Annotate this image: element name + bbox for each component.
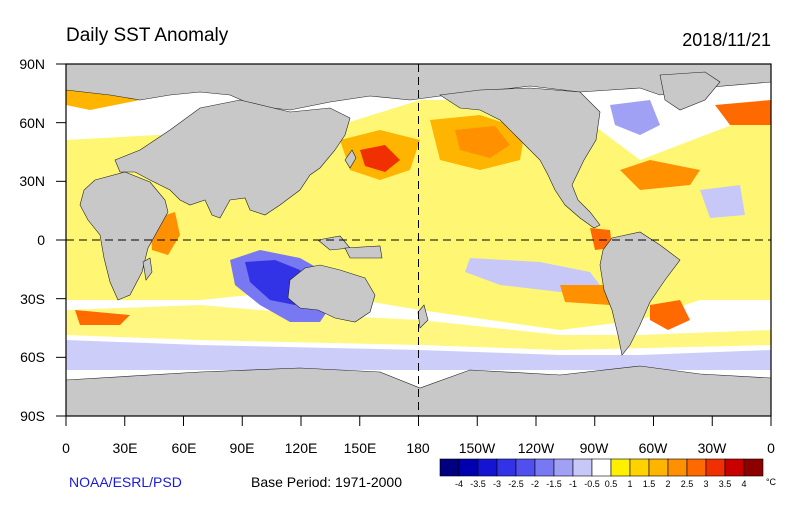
date-label: 2018/11/21 <box>682 30 771 50</box>
colorbar-box <box>667 458 688 477</box>
southeast-pacific-cool-patch <box>465 258 600 292</box>
colorbar-unit: °C <box>766 477 777 487</box>
north-pacific-hot-core <box>455 126 510 158</box>
colorbar-box <box>648 458 669 477</box>
colorbar-box <box>477 458 498 477</box>
kuroshio-hot-core <box>360 145 400 172</box>
lon-label-30w: 30W <box>698 440 728 456</box>
colorbar-box <box>515 458 536 477</box>
colorbar-tick-label: 4 <box>741 479 746 489</box>
colorbar-box <box>629 458 650 477</box>
lon-label-150e: 150E <box>344 440 377 456</box>
map-area <box>66 64 771 416</box>
figure-title: Daily SST Anomaly <box>66 25 229 46</box>
lon-label-150w: 150W <box>459 440 496 456</box>
lon-label-90e: 90E <box>230 440 255 456</box>
colorbar-box <box>553 458 574 477</box>
lon-label-0: 0 <box>62 440 70 456</box>
colorbar-box <box>686 458 707 477</box>
lat-label-60n: 60N <box>19 115 45 131</box>
greenland <box>659 71 721 111</box>
colorbar-box <box>591 458 612 477</box>
colorbar-tick-label: -3.5 <box>470 479 486 489</box>
base-period-label: Base Period: 1971-2000 <box>251 474 402 490</box>
colorbar-box <box>610 458 631 477</box>
eastern-pacific-warm-patch <box>590 228 612 250</box>
landmasses <box>66 64 771 416</box>
lat-label-60s: 60S <box>20 349 45 365</box>
lon-label-120e: 120E <box>285 440 318 456</box>
lat-label-30s: 30S <box>20 291 45 307</box>
longitude-axis: 0 30E 60E 90E 120E 150E 180 150W 120W 90… <box>62 440 775 456</box>
lat-label-0: 0 <box>37 232 45 248</box>
credit-label: NOAA/ESRL/PSD <box>69 474 182 490</box>
brazil-current-warm-patch <box>650 300 690 330</box>
colorbar-tick-label: 3 <box>703 479 708 489</box>
lat-label-30n: 30N <box>19 173 45 189</box>
colorbar-box <box>458 458 479 477</box>
colorbar-box <box>572 458 593 477</box>
norwegian-sea-warm-patch <box>715 100 771 125</box>
colorbar-tick-label: -2.5 <box>508 479 524 489</box>
colorbar: -4 -3.5 -3 -2.5 -2 -1.5 -1 -0.5 0.5 1 1.5 2 2.5 3 3.5 4… <box>439 458 777 489</box>
lon-label-90w: 90W <box>580 440 610 456</box>
colorbar-tick-label: 2 <box>665 479 670 489</box>
eurasia <box>114 99 351 219</box>
colorbar-tick-label: -4 <box>455 479 463 489</box>
colorbar-tick-label: -3 <box>493 479 501 489</box>
south-america <box>599 231 681 356</box>
axis-ticks <box>56 63 772 426</box>
madagascar <box>142 257 153 281</box>
colorbar-box <box>534 458 555 477</box>
lon-label-60w: 60W <box>639 440 669 456</box>
colorbar-tick-label: -1 <box>569 479 577 489</box>
colorbar-box <box>496 458 517 477</box>
lon-label-30e: 30E <box>113 440 138 456</box>
colorbar-boxes <box>439 458 764 477</box>
lon-label-180: 180 <box>406 440 430 456</box>
africa <box>79 171 169 301</box>
colorbar-labels: -4 -3.5 -3 -2.5 -2 -1.5 -1 -0.5 0.5 1 1.5 2 2.5 3 3.5 4 <box>455 479 747 489</box>
colorbar-tick-label: 2.5 <box>681 479 694 489</box>
colorbar-box <box>439 458 460 477</box>
new-guinea <box>344 245 383 259</box>
lat-label-90s: 90S <box>20 408 45 424</box>
lat-label-90n: 90N <box>19 56 45 72</box>
colorbar-tick-label: -0.5 <box>584 479 600 489</box>
lon-label-0-east: 0 <box>767 440 775 456</box>
colorbar-tick-label: 1.5 <box>643 479 656 489</box>
colorbar-box <box>724 458 745 477</box>
colorbar-tick-label: -1.5 <box>546 479 562 489</box>
colorbar-tick-label: 0.5 <box>605 479 618 489</box>
gulf-stream-warm-patch <box>620 160 700 190</box>
north-america <box>439 87 601 229</box>
latitude-axis: 90N 60N 30N 0 30S 60S 90S <box>19 56 45 424</box>
colorbar-tick-label: -2 <box>531 479 539 489</box>
australia <box>287 264 376 323</box>
japan <box>344 149 357 169</box>
colorbar-tick-label: 3.5 <box>719 479 732 489</box>
south-atlantic-warm-streak <box>75 310 130 325</box>
new-zealand <box>417 304 429 329</box>
colorbar-box <box>743 458 764 477</box>
lon-label-60e: 60E <box>172 440 197 456</box>
colorbar-tick-label: 1 <box>627 479 632 489</box>
labrador-sea-cool-patch <box>610 100 660 135</box>
lon-label-120w: 120W <box>518 440 555 456</box>
colorbar-box <box>705 458 726 477</box>
north-atlantic-cool-patch <box>700 185 745 218</box>
